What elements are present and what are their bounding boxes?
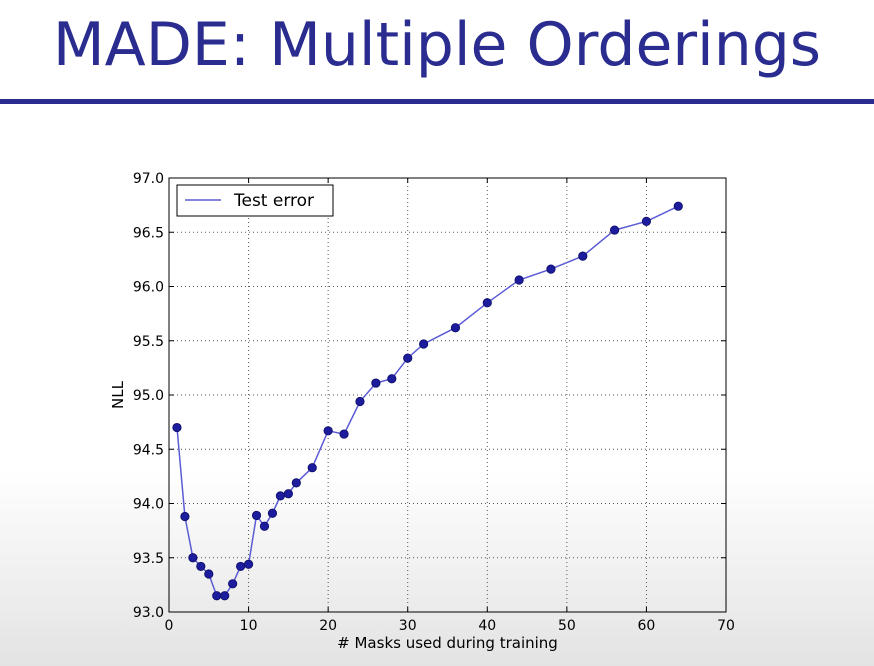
x-tick-label: 40 (478, 618, 496, 634)
data-point (355, 396, 365, 407)
legend-label: Test error (233, 191, 314, 211)
data-point (323, 426, 333, 436)
data-point (419, 339, 429, 349)
y-axis-label: NLL (109, 380, 127, 409)
data-point (251, 510, 262, 521)
data-point (387, 374, 397, 384)
data-point (220, 591, 230, 601)
slide-title: MADE: Multiple Orderings (52, 10, 822, 80)
data-point (283, 489, 293, 499)
x-tick-label: 10 (240, 618, 258, 634)
data-point (267, 508, 278, 518)
series-line-0 (176, 205, 679, 597)
data-point (609, 225, 620, 235)
data-point (450, 323, 461, 333)
y-tick-label: 97.0 (133, 171, 164, 187)
data-point (673, 201, 683, 211)
y-tick-label: 96.0 (133, 280, 164, 296)
y-tick-label: 94.0 (133, 497, 164, 513)
data-point (307, 463, 317, 473)
y-tick-label: 93.5 (133, 551, 164, 567)
x-tick-label: 60 (638, 618, 656, 634)
x-axis-label: # Masks used during training (337, 634, 558, 652)
title-underline (0, 99, 874, 104)
data-point (212, 591, 222, 601)
data-point (514, 275, 524, 285)
x-tick-label: 50 (558, 618, 576, 634)
y-tick-label: 95.0 (133, 388, 164, 404)
data-point (196, 561, 206, 572)
y-tick-label: 96.5 (133, 225, 164, 241)
x-tick-label: 0 (165, 618, 174, 634)
data-point (259, 521, 270, 531)
data-point (291, 478, 301, 488)
data-point (172, 422, 182, 433)
data-point (204, 569, 214, 579)
data-point (236, 561, 246, 572)
data-point (180, 511, 190, 522)
data-point (371, 378, 381, 388)
data-point (339, 429, 349, 439)
x-tick-label: 70 (717, 618, 735, 634)
y-tick-label: 94.5 (133, 442, 164, 458)
data-point (403, 353, 413, 363)
data-point (228, 579, 238, 589)
data-point (482, 298, 492, 308)
data-point (546, 264, 556, 274)
y-tick-label: 95.5 (133, 334, 164, 350)
grid-lines (169, 178, 726, 612)
series-layer (172, 201, 683, 601)
y-tick-label: 93.0 (133, 605, 164, 621)
x-tick-label: 30 (399, 618, 417, 634)
plot-frame (168, 177, 727, 613)
axis-ticks: 0 10 20 30 40 50 60 70 93.0 93.5 94.0 94.5 95.0 95.5 9… (133, 171, 735, 634)
data-point (275, 491, 285, 501)
legend: Test error (176, 184, 334, 217)
data-point (578, 251, 588, 261)
data-point (243, 559, 254, 569)
data-point (188, 553, 198, 563)
x-tick-label: 20 (319, 618, 337, 634)
data-point (641, 216, 652, 226)
